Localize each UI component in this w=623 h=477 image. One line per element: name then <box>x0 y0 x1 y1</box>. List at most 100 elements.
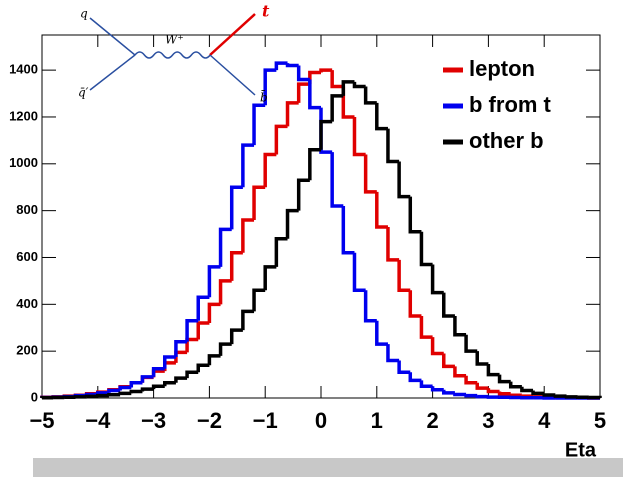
histogram-bin <box>475 394 489 399</box>
histogram-bin <box>196 363 210 373</box>
histogram-bin <box>163 381 176 387</box>
histogram-bin <box>207 265 221 298</box>
histogram-bin <box>419 231 433 267</box>
histogram-bin <box>319 119 333 150</box>
histogram-bin <box>486 364 500 377</box>
histogram-bin <box>285 101 299 127</box>
x-tick-label: −2 <box>197 408 222 433</box>
x-tick-label: 1 <box>371 408 383 433</box>
inset-label: b̄ <box>260 89 268 105</box>
histogram-bin <box>330 70 344 89</box>
histogram-bin <box>453 366 467 378</box>
histogram-bin <box>442 292 455 318</box>
histogram-bin <box>564 395 578 399</box>
histogram-bin <box>151 384 165 390</box>
histogram-bin <box>408 290 422 318</box>
footer-bar <box>33 458 623 477</box>
histogram-bin <box>453 316 467 337</box>
y-tick-label: 1200 <box>9 108 38 123</box>
histogram-bin <box>274 236 288 267</box>
x-tick-label: 2 <box>426 408 438 433</box>
bbar-line <box>209 54 256 96</box>
histogram-bin <box>375 191 388 229</box>
histogram-bin <box>341 80 355 96</box>
histogram-bin <box>352 252 366 293</box>
inset-label: q̄′ <box>78 86 89 100</box>
x-tick-label: −5 <box>29 408 54 433</box>
histogram-bin <box>207 302 221 324</box>
histogram-bin <box>207 354 221 366</box>
y-tick-label: 400 <box>16 296 38 311</box>
histogram-bin <box>386 227 400 262</box>
histogram-bin <box>174 376 188 383</box>
histogram-bin <box>475 351 489 366</box>
histogram-bin <box>475 382 489 390</box>
x-tick-label: 0 <box>315 408 327 433</box>
histogram-bin <box>285 63 299 68</box>
histogram-bin <box>218 279 232 305</box>
histogram-bin <box>408 372 422 383</box>
quark-line <box>89 17 136 56</box>
histogram-bin <box>196 295 210 321</box>
x-axis-label: Eta <box>565 439 597 461</box>
histogram-bin <box>241 143 255 188</box>
histogram-bin <box>151 366 165 377</box>
histogram-bin <box>319 68 333 73</box>
histogram-bin <box>520 386 534 393</box>
histogram-bin <box>386 128 400 164</box>
histogram-bin <box>508 381 522 389</box>
histogram-bin <box>486 388 500 394</box>
y-tick-label: 800 <box>16 202 38 217</box>
histogram-bin <box>453 392 467 397</box>
histogram-bin <box>363 86 377 105</box>
histogram-bin <box>185 370 199 379</box>
histogram-bin <box>352 116 366 157</box>
histogram-bin <box>430 337 444 356</box>
histogram-bin <box>341 205 355 255</box>
histogram-bin <box>308 79 321 110</box>
histogram-bin <box>464 334 478 353</box>
top-line <box>209 13 256 56</box>
histogram-bin <box>107 392 121 397</box>
x-tick-label: 5 <box>594 408 606 433</box>
x-tick-label: 3 <box>482 408 494 433</box>
histogram-bin <box>129 381 143 388</box>
histogram-bin <box>218 342 232 356</box>
histogram-bin <box>263 68 277 106</box>
y-tick-label: 0 <box>31 389 38 404</box>
histogram-bin <box>274 124 288 155</box>
x-tick-label: −3 <box>141 408 166 433</box>
histogram-bin <box>363 154 377 194</box>
histogram-bin <box>229 185 243 230</box>
histogram-bin <box>553 394 567 398</box>
inset-label: q <box>80 7 88 21</box>
histogram-bin <box>285 208 299 239</box>
legend-label: b from t <box>469 92 552 117</box>
histogram-bin <box>397 161 411 199</box>
histogram-bin <box>263 265 277 291</box>
histogram-bin <box>363 290 377 323</box>
histogram-bin <box>252 288 266 312</box>
histogram-bin <box>520 394 534 398</box>
histogram-bin <box>118 391 132 396</box>
histogram-bin <box>587 395 602 400</box>
histogram-bin <box>274 61 288 71</box>
inset-label: t <box>262 2 270 21</box>
histogram-bin <box>241 309 255 331</box>
histogram-bin <box>296 178 310 211</box>
x-tick-label: 4 <box>538 408 551 433</box>
plot-frame <box>41 34 601 399</box>
histogram-bin <box>140 387 154 392</box>
histogram-bin <box>375 320 388 346</box>
histogram-bin <box>308 148 321 181</box>
histogram-bin <box>497 391 511 396</box>
w-propagator <box>134 51 211 59</box>
histogram-bin <box>229 328 243 345</box>
histogram-bin <box>464 393 478 398</box>
histogram-bin <box>218 227 232 267</box>
histogram-bin <box>464 375 478 385</box>
histogram-bin <box>542 393 556 397</box>
histogram-bin <box>96 393 109 398</box>
histogram-bin <box>163 355 176 369</box>
